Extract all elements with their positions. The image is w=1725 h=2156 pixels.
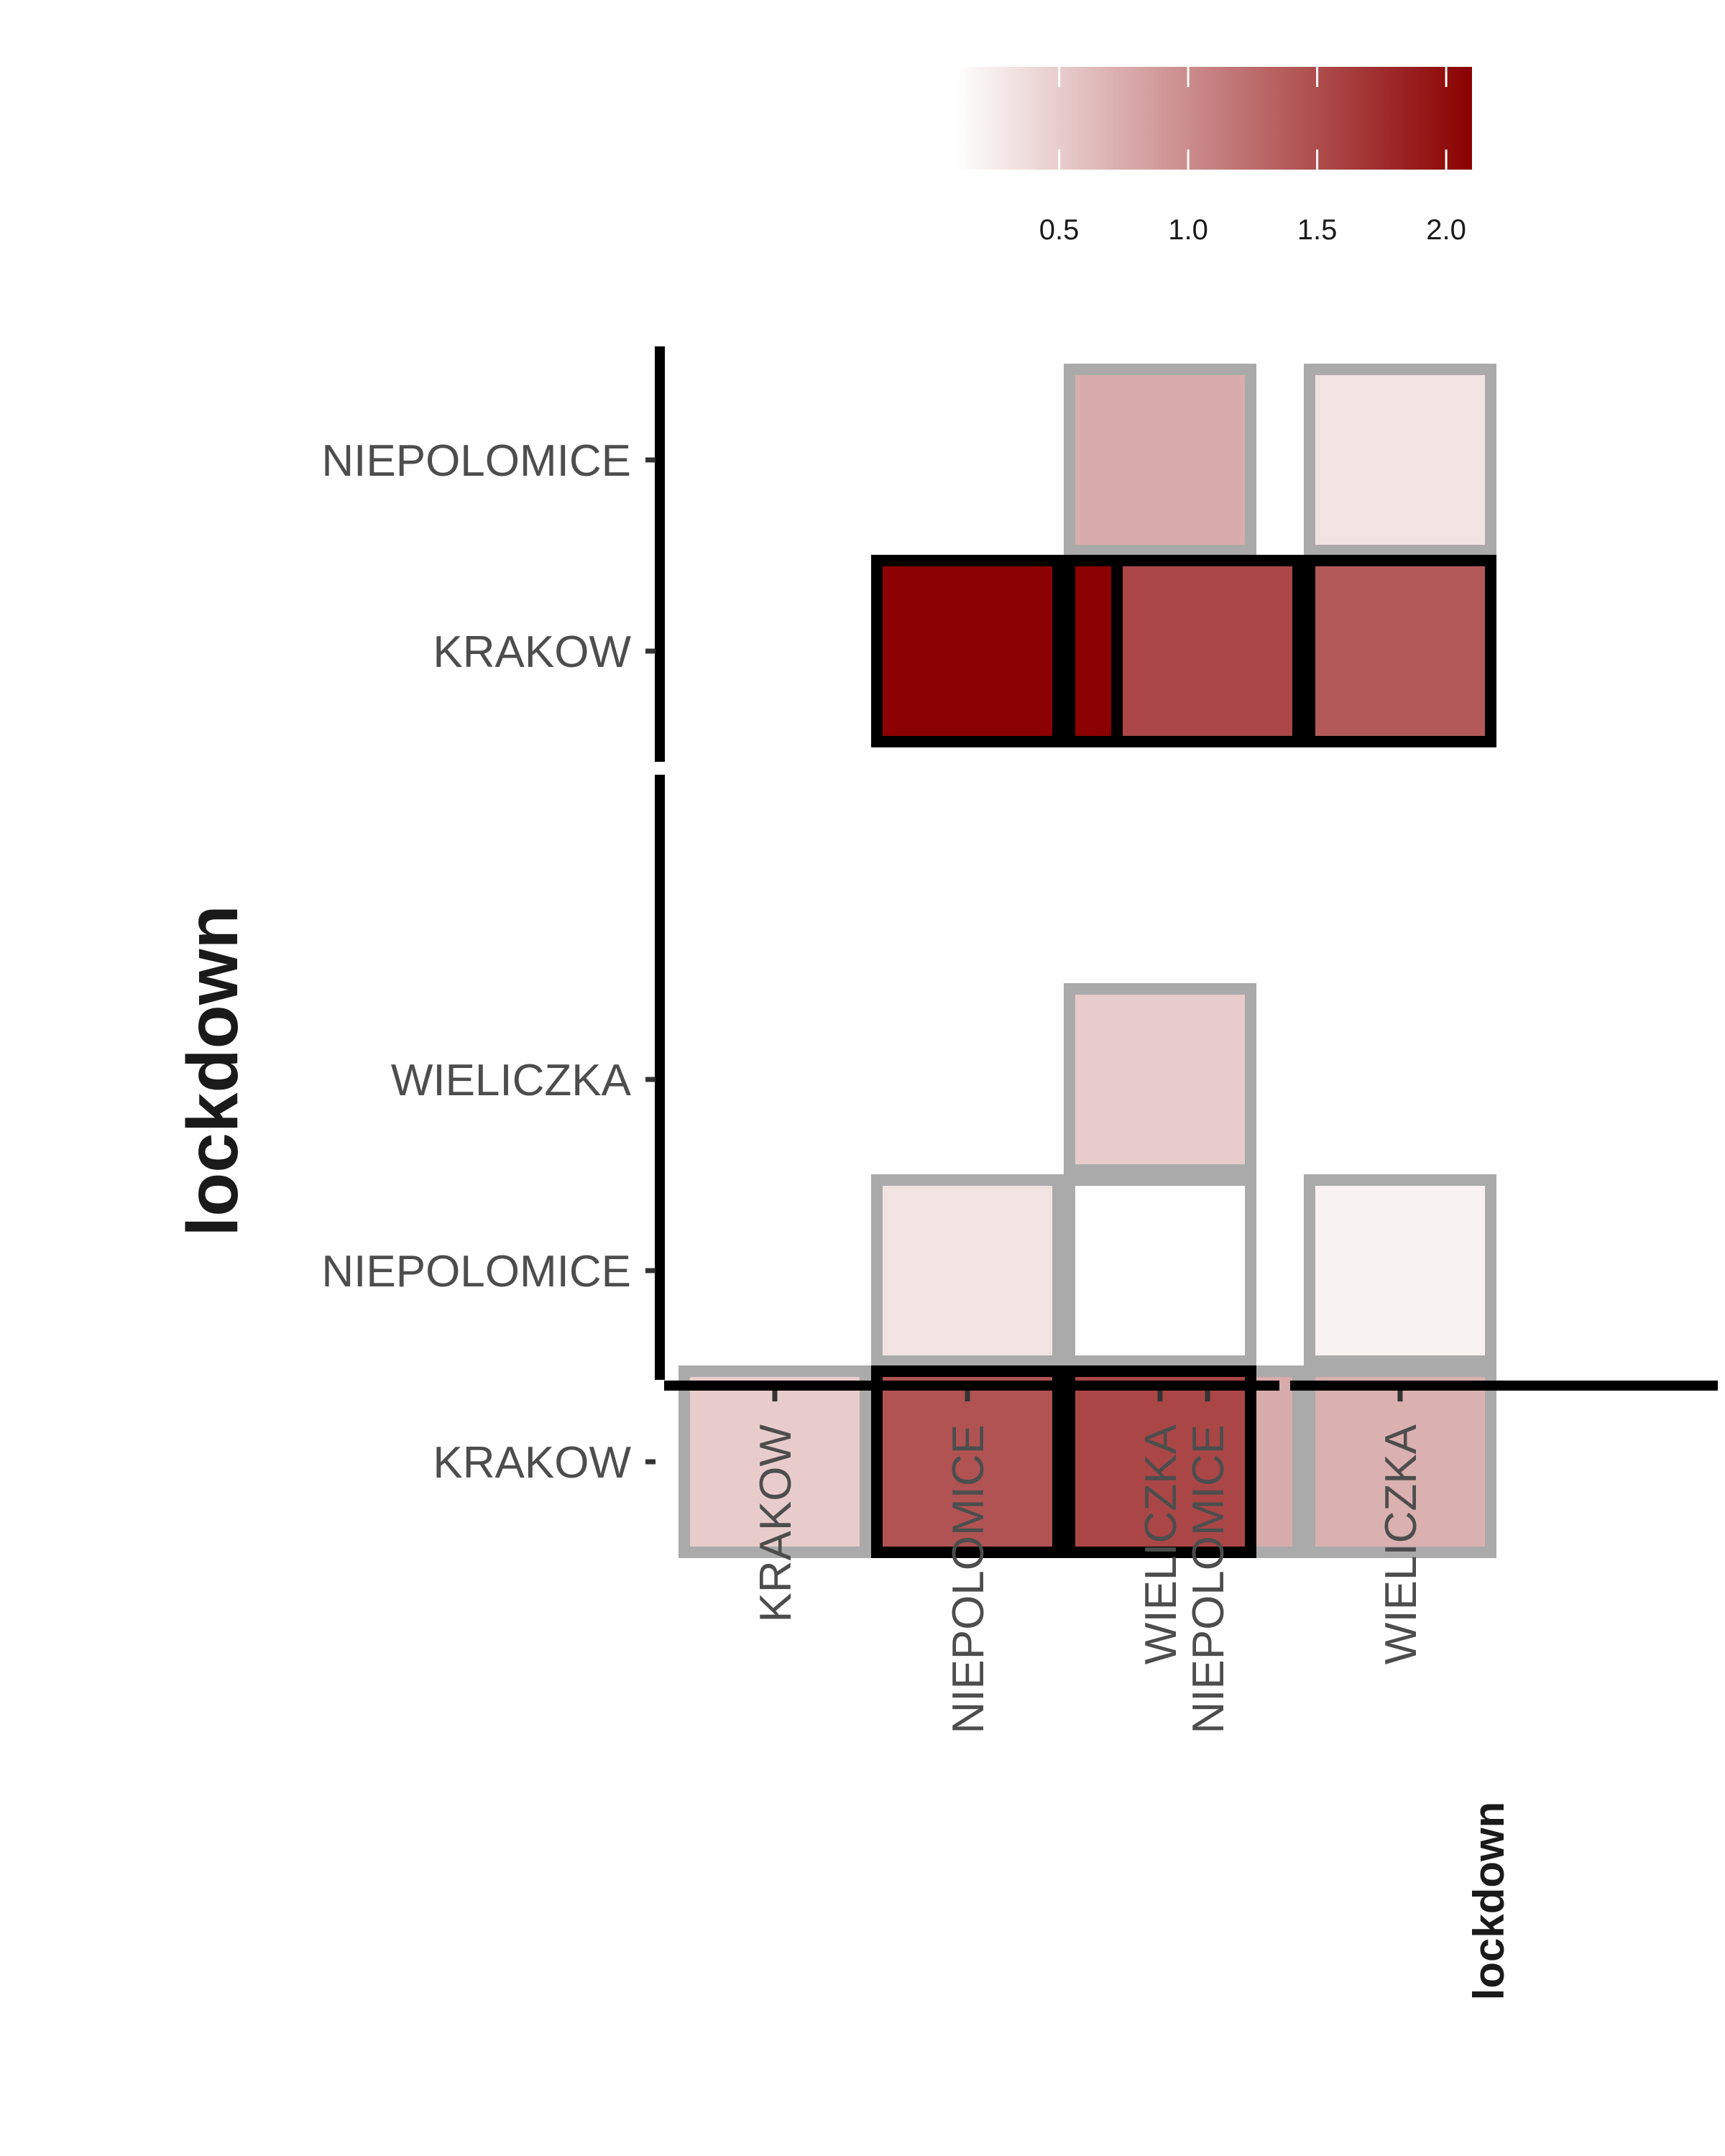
heatmap-cells: [678, 364, 1496, 1558]
heatmap-cell: [1111, 555, 1304, 747]
heatmap-cell: [1304, 555, 1496, 747]
x-tick-label: WIELICZKA: [1136, 1424, 1186, 1664]
heatmap-cell: [1064, 1174, 1256, 1367]
x-tick-label: NIEPOLOMICE: [1184, 1424, 1233, 1734]
legend-tick-label: 1.0: [1168, 214, 1208, 246]
y-tick-label: WIELICZKA: [391, 1056, 632, 1105]
x-tick-label: NIEPOLOMICE: [944, 1424, 993, 1734]
axes: [645, 346, 1718, 1465]
legend-color-bar: [956, 67, 1472, 170]
y-tick-label: NIEPOLOMICE: [321, 1247, 631, 1296]
heatmap-cell: [1304, 364, 1496, 556]
color-legend: 0.5 1.0 1.5 2.0: [956, 67, 1472, 246]
y-tick-label: KRAKOW: [433, 1438, 631, 1488]
legend-tick-label: 2.0: [1426, 214, 1466, 246]
heatmap-cell: [871, 555, 1064, 747]
y-tick-label: NIEPOLOMICE: [321, 436, 631, 486]
heatmap-cell: [1064, 983, 1256, 1176]
x-tick-label: WIELICZKA: [1376, 1424, 1426, 1664]
heatmap-cell: [1304, 1174, 1496, 1367]
x-axis-title: lockdown: [1465, 1802, 1513, 2001]
axis-labels: NIEPOLOMICEKRAKOWWIELICZKANIEPOLOMICEKRA…: [321, 436, 1426, 1734]
y-axis-title: lockdown: [172, 905, 253, 1236]
y-tick-label: KRAKOW: [433, 627, 631, 677]
legend-tick-label: 0.5: [1039, 214, 1080, 246]
x-tick-label: KRAKOW: [751, 1424, 801, 1623]
heatmap-cell: [871, 1174, 1064, 1367]
heatmap-cell: [1064, 364, 1256, 556]
legend-tick-label: 1.5: [1297, 214, 1338, 246]
